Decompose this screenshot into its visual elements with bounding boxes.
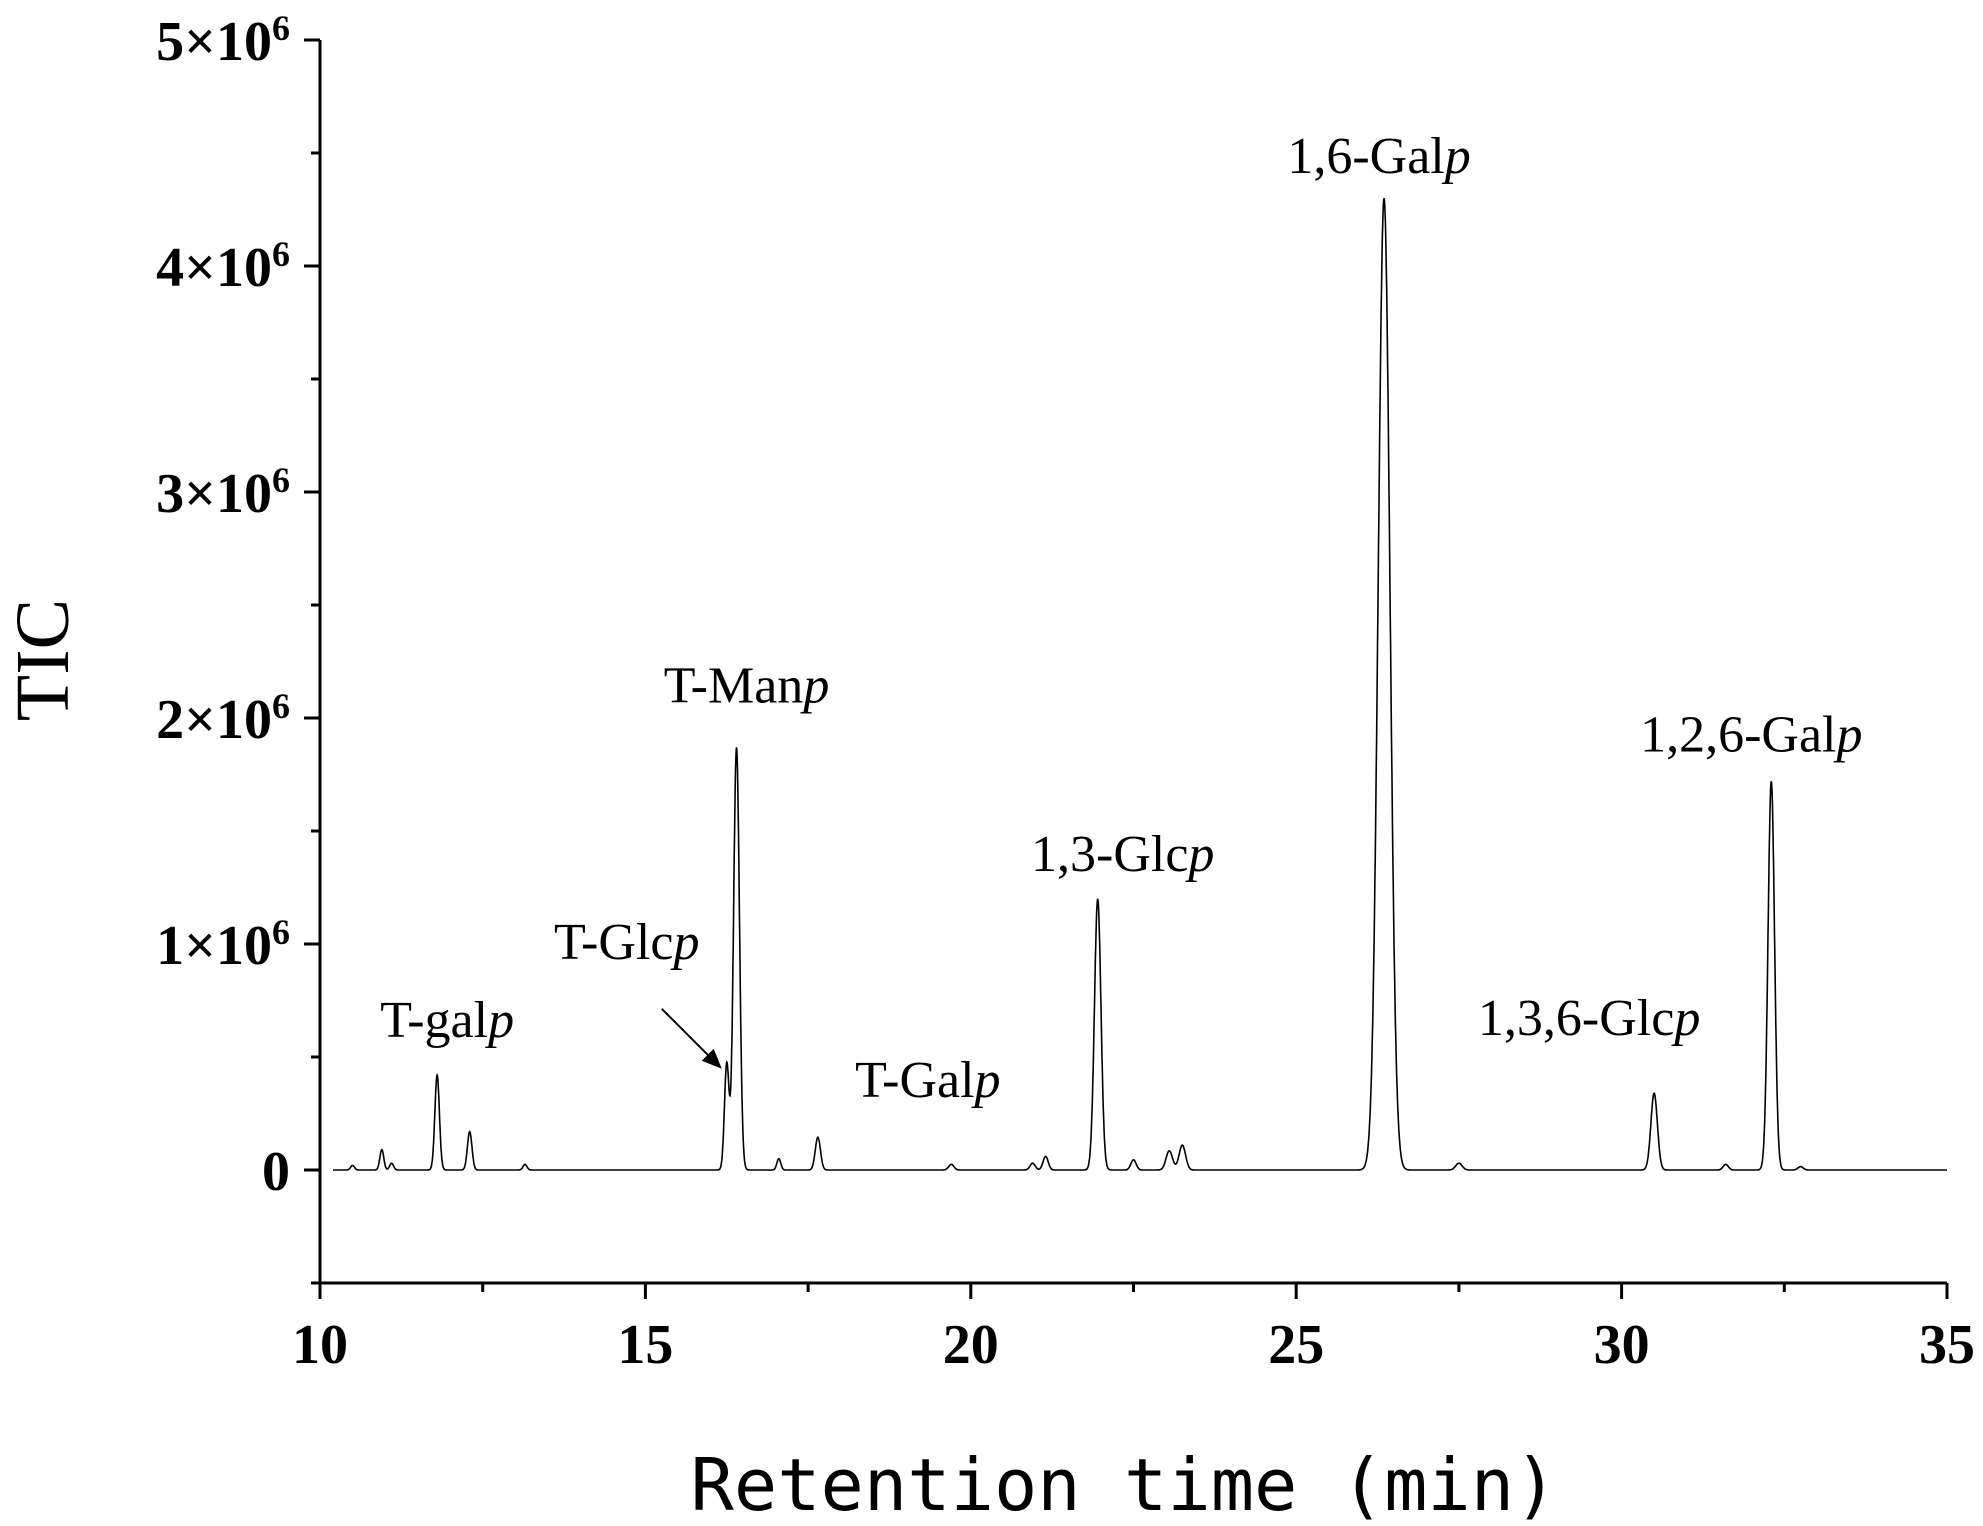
- peak-label: 1,3,6-Glcp: [1478, 990, 1700, 1047]
- y-tick-label: 0: [262, 1141, 290, 1203]
- x-tick-label: 10: [292, 1314, 348, 1376]
- annotation-arrow-line: [661, 1008, 713, 1060]
- x-tick-label: 15: [617, 1314, 673, 1376]
- y-axis-ticks: 0 1×106 2×106 3×106 4×106 5×106: [156, 8, 320, 1285]
- y-tick-label: 4×106: [156, 234, 290, 299]
- peak-annotations: T-galp T-Glcp T-Manp T-Galp 1,3-Glcp 1,6-Galp…: [380, 128, 1862, 1109]
- x-tick-label: 20: [943, 1314, 999, 1376]
- annotation-arrow-head: [701, 1048, 722, 1069]
- peak-label: T-galp: [380, 992, 514, 1049]
- tic-trace: [333, 197, 1947, 1171]
- x-axis-ticks: 10 15 20 25 30 35: [292, 1283, 1975, 1376]
- x-tick-label: 35: [1919, 1314, 1975, 1376]
- y-axis-label: TIC: [1, 599, 85, 721]
- x-tick-label: 30: [1594, 1314, 1650, 1376]
- peak-label: 1,2,6-Galp: [1640, 706, 1862, 763]
- x-axis-label: Retention time (min): [691, 1443, 1558, 1526]
- y-tick-label: 5×106: [156, 8, 290, 73]
- peak-label: 1,6-Galp: [1287, 128, 1470, 185]
- y-tick-label: 1×106: [156, 912, 290, 977]
- peak-label: T-Glcp: [554, 914, 699, 971]
- peak-label: T-Manp: [664, 657, 830, 714]
- axes: [318, 40, 1947, 1285]
- x-tick-label: 25: [1268, 1314, 1324, 1376]
- y-tick-label: 3×106: [156, 460, 290, 525]
- y-tick-label: 2×106: [156, 686, 290, 751]
- peak-label: T-Galp: [855, 1052, 1000, 1109]
- peak-label: 1,3-Glcp: [1031, 826, 1214, 883]
